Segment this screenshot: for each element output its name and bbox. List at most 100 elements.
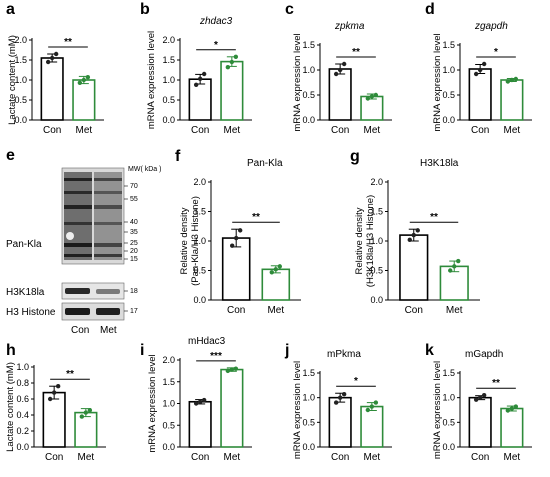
x-tick-label-h-0: Con [45,452,63,463]
x-tick-label-h-1: Met [78,452,95,463]
data-point-b-0-1 [197,76,203,82]
chart-title-f: Pan-Kla [247,158,283,169]
y-tick-label-b-3: 1.5 [162,55,175,65]
data-point-i-1-2 [233,366,239,371]
y-tick-label-h-2: 0.4 [16,410,29,420]
h3k18la-band-con [65,288,90,294]
panel-letter-b: b [140,1,150,18]
panel-letter-c: c [285,1,294,18]
significance-label-i: *** [210,351,222,362]
x-tick-label-k-0: Con [471,452,489,463]
y-tick-label-d-0: 0.0 [442,115,455,125]
y-tick-label-h-1: 0.2 [16,426,29,436]
y-tick-label-g-2: 1.0 [370,236,383,246]
mw-marker-35: 35 [130,229,138,236]
significance-label-a: ** [64,37,72,48]
x-tick-label-j-1: Met [364,452,381,463]
blot-row-label-h3-histone: H3 Histone [6,307,56,318]
data-point-c-0-1 [337,67,343,73]
y-tick-label-g-4: 2.0 [370,177,383,187]
x-tick-label-f-1: Met [267,305,284,316]
data-point-h-1-0 [79,414,85,419]
y-tick-label-b-2: 1.0 [162,75,175,85]
data-point-d-0-1 [477,67,483,73]
significance-label-j: * [354,376,358,387]
y-tick-label-f-1: 0.5 [193,266,206,276]
chart-title-b: zhdac3 [199,16,233,27]
data-point-j-1-1 [369,404,375,409]
data-point-k-0-2 [481,393,487,398]
data-point-h-0-1 [51,390,57,395]
y-tick-label-g-0: 0.0 [370,295,383,305]
panel-letter-a: a [6,1,15,18]
mw-marker-40: 40 [130,219,138,226]
blot-lane-met: Met [100,325,117,336]
panel-letter-g: g [350,148,360,165]
y-tick-label-f-4: 2.0 [193,177,206,187]
bar-h-con [42,391,66,448]
significance-label-c: ** [352,47,360,58]
significance-label-h: ** [66,369,74,380]
y-tick-label-f-3: 1.5 [193,207,206,217]
data-point-h-1-1 [83,410,89,415]
mw-markers: 70 55 40 35 25 20 15 18 17 [124,183,138,315]
y-axis-label-k: mRNA expression level [432,361,443,459]
y-tick-label-b-0: 0.0 [162,115,175,125]
data-point-g-0-2 [415,228,420,233]
data-point-g-1-1 [452,264,457,269]
x-tick-label-c-0: Con [331,125,349,136]
y-tick-label-c-3: 1.5 [302,40,315,50]
data-point-f-0-0 [230,243,235,248]
data-point-f-1-2 [277,264,282,269]
y-tick-label-a-0: 0.0 [14,115,27,125]
y-tick-label-k-2: 1.0 [442,393,455,403]
panel-letter-f: f [175,148,181,165]
significance-label-k: ** [492,378,500,389]
y-tick-label-k-0: 0.0 [442,442,455,452]
bar-k-met [500,407,524,448]
data-point-f-0-2 [238,228,243,233]
x-tick-label-k-1: Met [504,452,521,463]
significance-label-d: * [494,47,498,58]
x-tick-label-d-1: Met [504,125,521,136]
mw-marker-15: 15 [130,256,138,263]
bar-d-con [468,68,492,121]
bar-i-met [220,368,244,448]
y-tick-label-d-1: 0.5 [442,90,455,100]
data-point-i-1-0 [225,368,231,374]
pan-kla-bands [64,172,122,260]
y-tick-label-i-1: 0.5 [162,420,175,430]
y-tick-label-k-3: 1.5 [442,368,455,378]
y-tick-label-a-4: 2.0 [14,35,27,45]
x-tick-label-i-1: Met [224,452,241,463]
y-axis-label-a: Lactate content (mM) [7,35,18,125]
chart-b: b 0.0 0.5 1.0 1.5 2.0 mRNA expression level zhd… [140,1,252,136]
y-tick-label-b-1: 0.5 [162,95,175,105]
y-tick-label-i-2: 1.0 [162,399,175,409]
panel-letter-i: i [140,342,144,359]
h3-histone-band-met [96,308,120,315]
bar-b-met [220,60,244,121]
y-tick-label-g-1: 0.5 [370,266,383,276]
western-blot-panel: e MW( kDa ) Pan-Kl [6,147,161,336]
data-point-i-0-0 [193,401,199,406]
y-axis-label-g-0: Relative density [354,207,365,274]
y-tick-label-h-5: 1.0 [16,362,29,372]
data-point-f-1-0 [269,270,274,275]
data-point-h-0-2 [55,384,61,389]
chart-i: i 0.0 0.5 1.0 1.5 2.0 mRNA expression level mHd… [140,336,252,463]
y-tick-label-j-1: 0.5 [302,417,315,427]
chart-f: f 0.0 0.5 1.0 1.5 2.0 Relative density (Pan-Kla… [175,148,301,316]
chart-title-k: mGapdh [465,349,503,360]
bar-c-con [328,68,352,121]
data-point-j-1-2 [373,400,379,405]
y-tick-label-k-1: 0.5 [442,417,455,427]
mw-marker-55: 55 [130,196,138,203]
y-tick-label-h-0: 0.0 [16,442,29,452]
x-tick-label-b-1: Met [224,125,241,136]
bar-h-met [74,411,98,448]
data-point-b-0-2 [201,71,207,77]
blot-row-label-h3k18la: H3K18la [6,287,45,298]
